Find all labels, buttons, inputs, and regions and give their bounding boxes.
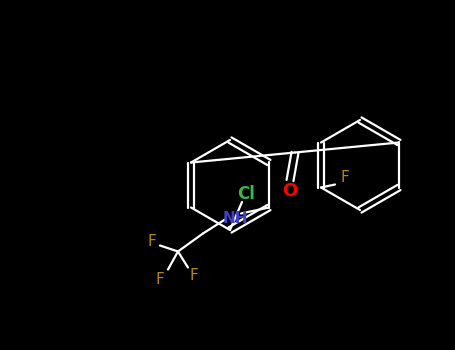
Text: F: F [156,272,164,287]
Text: F: F [147,234,157,249]
Text: F: F [190,268,198,283]
Text: O: O [283,182,298,199]
Text: Cl: Cl [237,185,255,203]
Text: F: F [341,170,349,185]
Text: NH: NH [222,211,248,226]
